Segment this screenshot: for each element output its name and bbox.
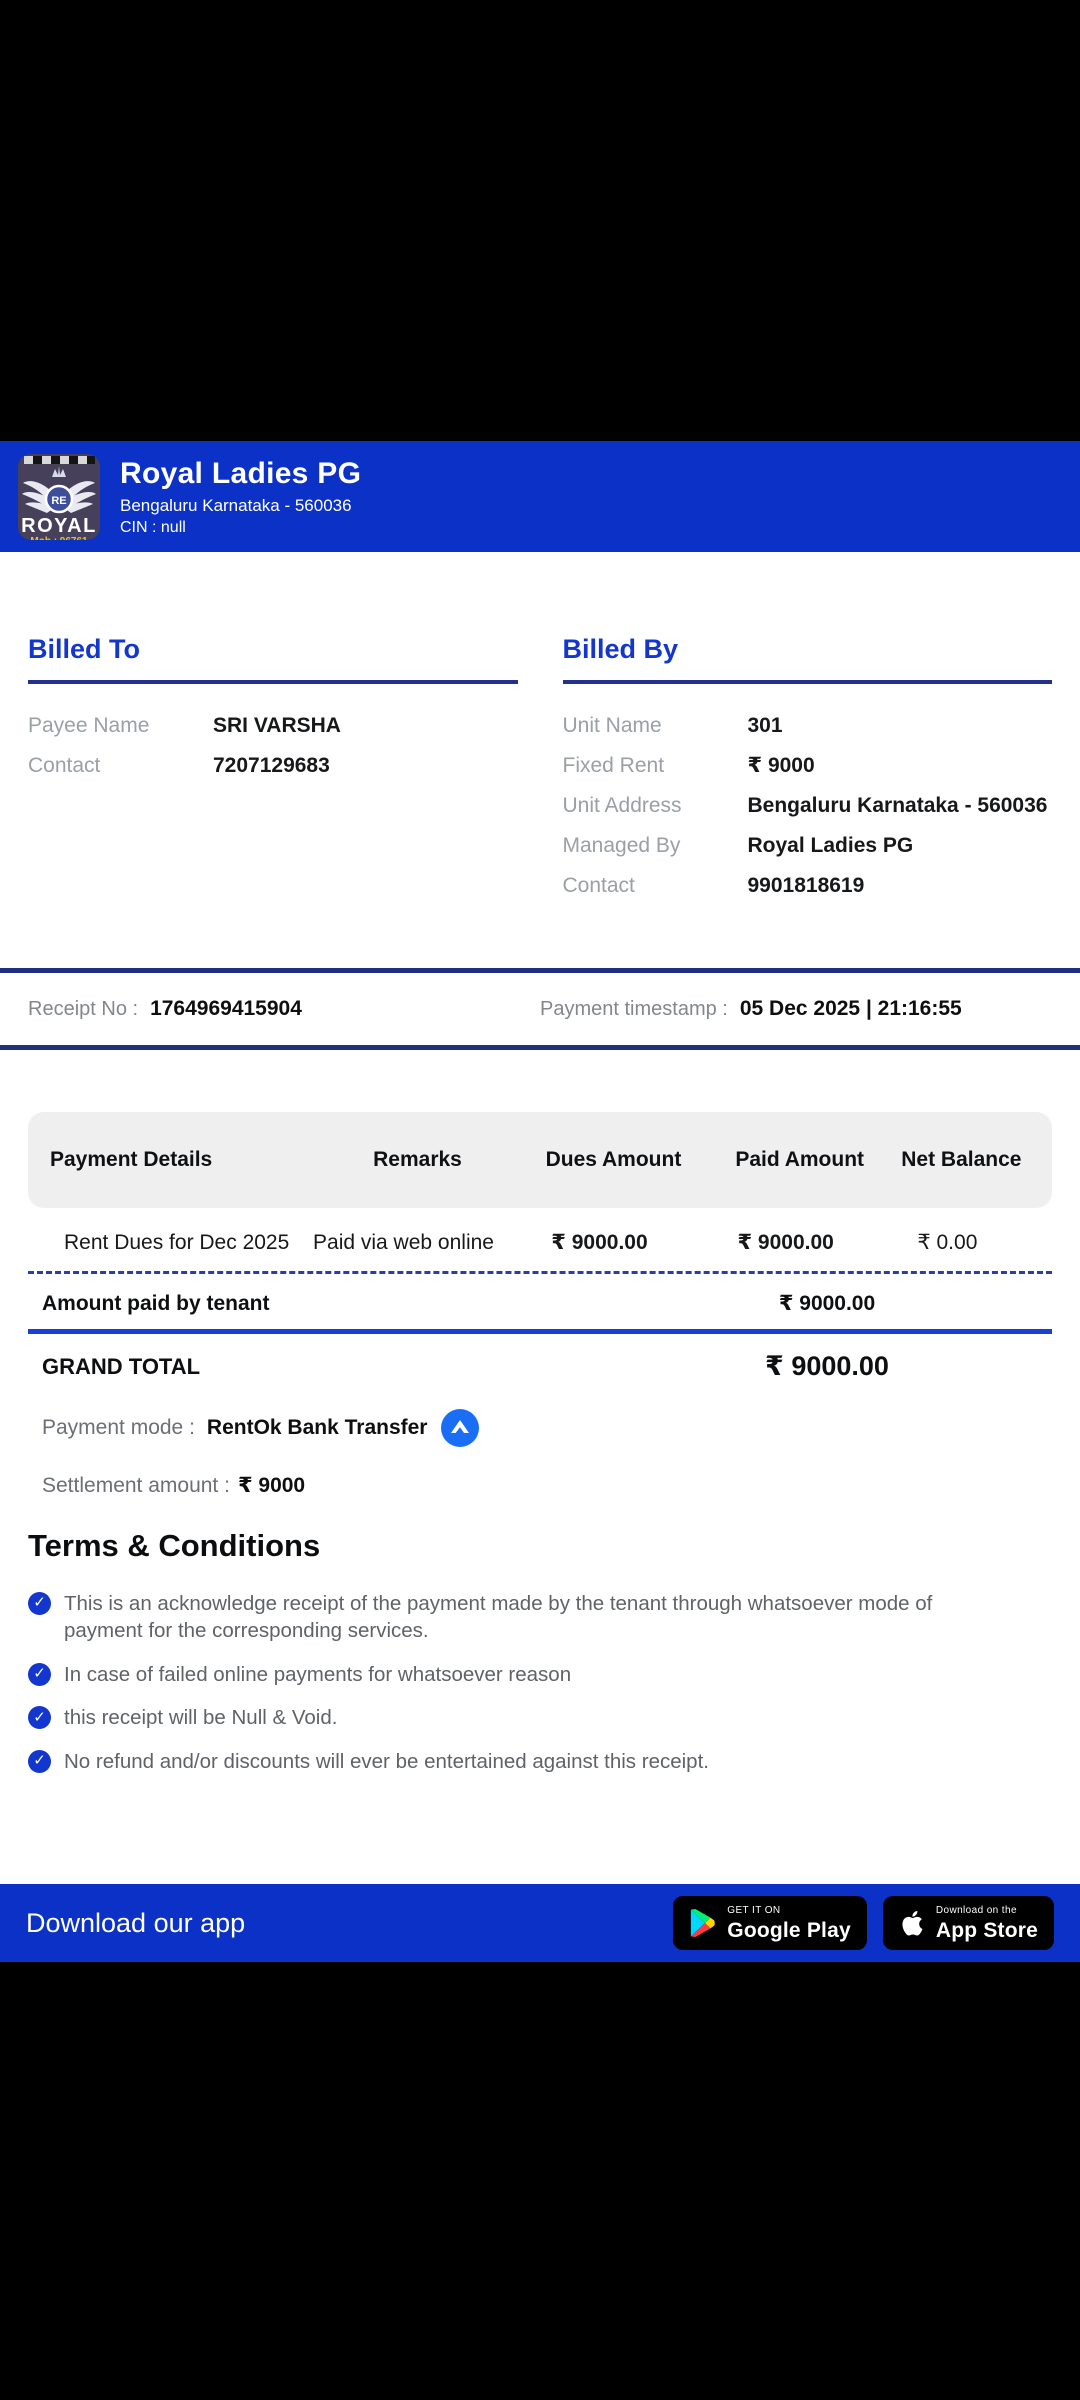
field-label: Managed By — [562, 834, 681, 857]
badge-store-name: Google Play — [727, 1918, 851, 1942]
col-header-net-balance: Net Balance — [901, 1148, 1022, 1172]
check-bullet-icon: ✓ — [28, 1592, 51, 1615]
field-label: Contact — [562, 874, 635, 897]
logo-monogram: RE — [51, 495, 66, 507]
owner-contact-value: 9901818619 — [747, 874, 865, 897]
amount-paid-label: Amount paid by tenant — [42, 1291, 270, 1315]
payment-table: Payment Details Remarks Dues Amount Paid… — [28, 1112, 1052, 1498]
badge-tagline: GET IT ON — [727, 1904, 781, 1916]
terms-heading: Terms & Conditions — [28, 1528, 321, 1563]
col-header-paid-amount: Paid Amount — [735, 1148, 865, 1172]
cin-text: CIN : null — [120, 518, 186, 536]
receipt-no-label: Receipt No : — [28, 998, 139, 1020]
grand-total-label: GRAND TOTAL — [42, 1353, 201, 1379]
rentok-logo-icon — [441, 1409, 480, 1447]
row-payment-details: Rent Dues for Dec 2025 — [64, 1230, 290, 1254]
property-address: Bengaluru Karnataka - 560036 — [120, 495, 352, 515]
google-play-badge[interactable]: GET IT ON Google Play — [673, 1896, 867, 1950]
payment-timestamp-value: 05 Dec 2025 | 21:16:55 — [739, 997, 962, 1020]
owner-contact-row: Contact 9901818619 — [563, 874, 1053, 898]
payment-timestamp-label: Payment timestamp : — [540, 998, 728, 1020]
payee-name-row: Payee Name SRI VARSHA — [28, 714, 518, 738]
row-remarks: Paid via web online — [313, 1230, 494, 1254]
amount-paid-row: Amount paid by tenant ₹ 9000.00 — [28, 1274, 1052, 1329]
table-header-row: Payment Details Remarks Dues Amount Paid… — [28, 1112, 1052, 1208]
managed-by-row: Managed By Royal Ladies PG — [563, 834, 1053, 858]
col-header-payment-details: Payment Details — [50, 1148, 213, 1172]
term-text: this receipt will be Null & Void. — [64, 1706, 338, 1730]
table-row: Rent Dues for Dec 2025 Paid via web onli… — [28, 1208, 1052, 1271]
download-app-text: Download our app — [26, 1907, 246, 1938]
payee-contact-value: 7207129683 — [213, 754, 330, 777]
receipt-no-value: 1764969415904 — [150, 997, 302, 1020]
crown-icon — [52, 465, 66, 477]
badge-store-name: App Store — [935, 1918, 1038, 1942]
payee-contact-row: Contact 7207129683 — [28, 754, 518, 778]
term-item: ✓ No refund and/or discounts will ever b… — [28, 1748, 993, 1775]
download-app-footer: Download our app GET IT ON Google Play — [0, 1884, 1080, 1962]
term-item: ✓ In case of failed online payments for … — [28, 1661, 993, 1688]
payee-name-value: SRI VARSHA — [213, 714, 341, 737]
page-title: Royal Ladies PG — [120, 456, 362, 490]
col-header-dues-amount: Dues Amount — [545, 1148, 682, 1172]
billed-by-heading: Billed By — [562, 634, 1052, 684]
col-header-remarks: Remarks — [373, 1148, 462, 1172]
payment-mode-label: Payment mode : — [42, 1416, 195, 1439]
unit-name-row: Unit Name 301 — [563, 714, 1053, 738]
fixed-rent-row: Fixed Rent ₹ 9000 — [563, 754, 1053, 778]
term-item: ✓ this receipt will be Null & Void. — [28, 1704, 993, 1731]
amount-paid-value: ₹ 9000.00 — [778, 1292, 876, 1315]
settlement-value: ₹ 9000 — [237, 1474, 306, 1497]
royal-logo-graphic: RE ROYAL Mob : 96761 — [18, 453, 100, 540]
app-header: RE ROYAL Mob : 96761 Royal Ladies PG Ben… — [0, 441, 1080, 552]
check-bullet-icon: ✓ — [28, 1749, 51, 1773]
badge-tagline: Download on the — [935, 1904, 1017, 1916]
settlement-row: Settlement amount : ₹ 9000 — [28, 1473, 1052, 1498]
term-text: In case of failed online payments for wh… — [64, 1662, 572, 1686]
billed-to-heading: Billed To — [28, 634, 518, 684]
terms-section: Terms & Conditions ✓ This is an acknowle… — [28, 1528, 1052, 1775]
top-letterbox — [0, 0, 1080, 441]
bottom-letterbox — [0, 1962, 1080, 2400]
property-logo: RE ROYAL Mob : 96761 — [18, 453, 100, 540]
field-label: Unit Address — [562, 794, 682, 817]
fixed-rent-value: ₹ 9000 — [747, 754, 815, 777]
receipt-info-bar: Receipt No : 1764969415904 Payment times… — [0, 968, 1080, 1050]
row-net-balance: ₹ 0.00 — [917, 1231, 978, 1254]
term-text: This is an acknowledge receipt of the pa… — [64, 1592, 933, 1643]
receipt-body: Billed To Payee Name SRI VARSHA Contact … — [0, 552, 1080, 1884]
apple-icon — [902, 1910, 923, 1936]
term-text: No refund and/or discounts will ever be … — [64, 1749, 709, 1773]
unit-address-value: Bengaluru Karnataka - 560036 — [747, 794, 1048, 817]
google-play-icon — [691, 1909, 716, 1937]
settlement-label: Settlement amount : — [42, 1474, 230, 1497]
app-store-badge[interactable]: Download on the App Store — [882, 1896, 1054, 1950]
payment-mode-value: RentOk Bank Transfer — [206, 1416, 428, 1439]
field-label: Unit Name — [562, 714, 662, 737]
dashed-divider — [28, 1271, 1052, 1274]
total-divider — [28, 1329, 1052, 1334]
unit-name-value: 301 — [747, 714, 783, 737]
billed-by-section: Billed By Unit Name 301 Fixed Rent ₹ 900… — [562, 634, 1053, 914]
field-label: Contact — [28, 754, 101, 777]
field-label: Payee Name — [28, 714, 150, 737]
row-paid-amount: ₹ 9000.00 — [737, 1231, 834, 1254]
term-item: ✓ This is an acknowledge receipt of the … — [28, 1590, 993, 1645]
monogram-badge — [44, 484, 74, 513]
row-dues-amount: ₹ 9000.00 — [551, 1231, 648, 1254]
unit-address-row: Unit Address Bengaluru Karnataka - 56003… — [563, 794, 1053, 818]
field-label: Fixed Rent — [562, 754, 665, 777]
managed-by-value: Royal Ladies PG — [747, 834, 914, 857]
billed-to-section: Billed To Payee Name SRI VARSHA Contact … — [28, 634, 518, 914]
grand-total-value: ₹ 9000.00 — [765, 1351, 889, 1381]
payment-mode-row: Payment mode : RentOk Bank Transfer — [28, 1409, 1052, 1447]
logo-brand: ROYAL — [21, 515, 97, 537]
svg-text:Mob : 96761: Mob : 96761 — [30, 536, 88, 540]
grand-total-row: GRAND TOTAL ₹ 9000.00 — [28, 1334, 1052, 1395]
check-bullet-icon: ✓ — [28, 1706, 51, 1730]
check-bullet-icon: ✓ — [28, 1662, 51, 1686]
